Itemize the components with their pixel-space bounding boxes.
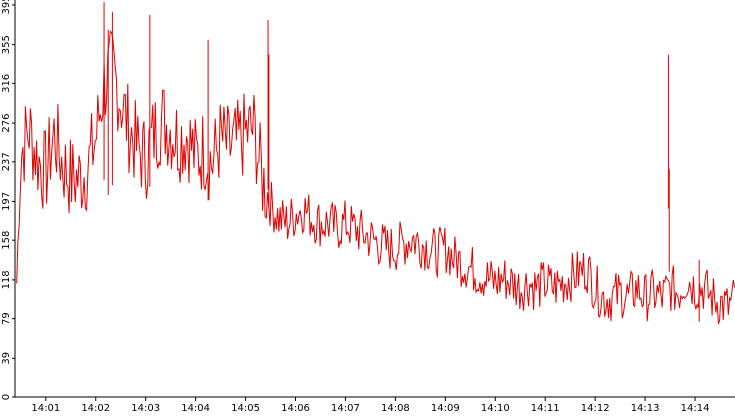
x-tick-label-12: 14:13 [631,403,660,414]
x-tick-label-11: 14:12 [581,403,610,414]
x-tick-label-4: 14:05 [231,403,260,414]
x-tick-label-9: 14:10 [481,403,510,414]
y-tick-label-4: 158 [1,231,12,250]
x-tick-label-8: 14:09 [431,403,460,414]
y-tick-label-2: 79 [1,312,12,325]
x-tick-label-5: 14:06 [281,403,310,414]
y-tick-label-8: 316 [1,74,12,93]
x-tick-label-2: 14:03 [131,403,160,414]
y-tick-label-3: 118 [1,270,12,289]
y-tick-label-1: 39 [1,352,12,365]
x-tick-label-1: 14:02 [81,403,110,414]
y-tick-label-5: 197 [1,192,12,211]
x-tick-label-3: 14:04 [181,403,210,414]
x-tick-label-10: 14:11 [531,403,560,414]
x-tick-label-6: 14:07 [331,403,360,414]
y-tick-label-0: 0 [1,394,12,400]
series-line-main [16,30,735,325]
x-tick-label-0: 14:01 [31,403,60,414]
y-tick-label-7: 276 [1,114,12,133]
x-tick-label-7: 14:08 [381,403,410,414]
y-tick-label-10: 395 [1,0,12,15]
y-tick-label-9: 355 [1,35,12,54]
y-tick-label-6: 237 [1,152,12,171]
x-tick-label-13: 14:14 [681,403,710,414]
